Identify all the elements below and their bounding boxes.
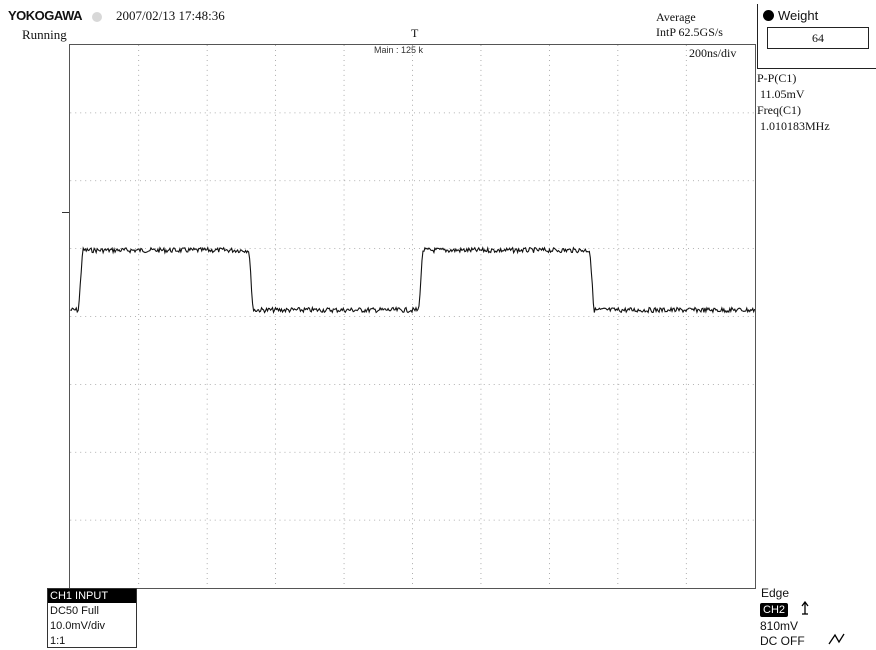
measurement-freq-value: 1.010183MHz: [760, 119, 830, 133]
channel-coupling: DC50 Full: [50, 605, 99, 617]
trigger-mode-icon: [828, 632, 846, 650]
brand-logo: YOKOGAWA: [8, 8, 83, 23]
trigger-position-marker: T: [411, 26, 419, 40]
weight-panel[interactable]: Weight 64: [757, 4, 876, 69]
zoom-info: Main : 125 k: [374, 45, 424, 55]
waveform-display: [69, 44, 756, 589]
measurement-freq-label: Freq(C1): [757, 103, 801, 117]
ch1-waveform: [70, 245, 755, 315]
grid: [70, 45, 755, 588]
weight-value-field[interactable]: 64: [767, 27, 869, 49]
channel-scale: 10.0mV/div: [50, 620, 106, 632]
measurement-pp-label: P-P(C1): [757, 71, 797, 85]
weight-label: Weight: [778, 8, 819, 23]
datetime: 2007/02/13 17:48:36: [116, 8, 225, 23]
channel-probe: 1:1: [50, 635, 66, 647]
timebase: 200ns/div: [689, 46, 737, 60]
sample-rate: IntP 62.5GS/s: [656, 25, 723, 39]
trigger-type: Edge: [761, 586, 790, 600]
trigger-level: 810mV: [760, 619, 799, 633]
rising-edge-icon: [800, 600, 810, 618]
channel-title: CH1 INPUT: [48, 589, 136, 603]
acquisition-mode: Average: [656, 10, 696, 24]
trigger-source: CH2: [760, 603, 789, 617]
brand-dot-icon: [92, 12, 102, 22]
measurement-pp-value: 11.05mV: [760, 87, 805, 101]
selected-dot-icon: [763, 10, 774, 21]
channel-info-box[interactable]: CH1 INPUT DC50 Full 10.0mV/div 1:1: [47, 588, 137, 648]
acquisition-status: Running: [22, 27, 67, 42]
ground-marker: [62, 212, 69, 213]
trigger-coupling: DC OFF: [760, 634, 805, 648]
